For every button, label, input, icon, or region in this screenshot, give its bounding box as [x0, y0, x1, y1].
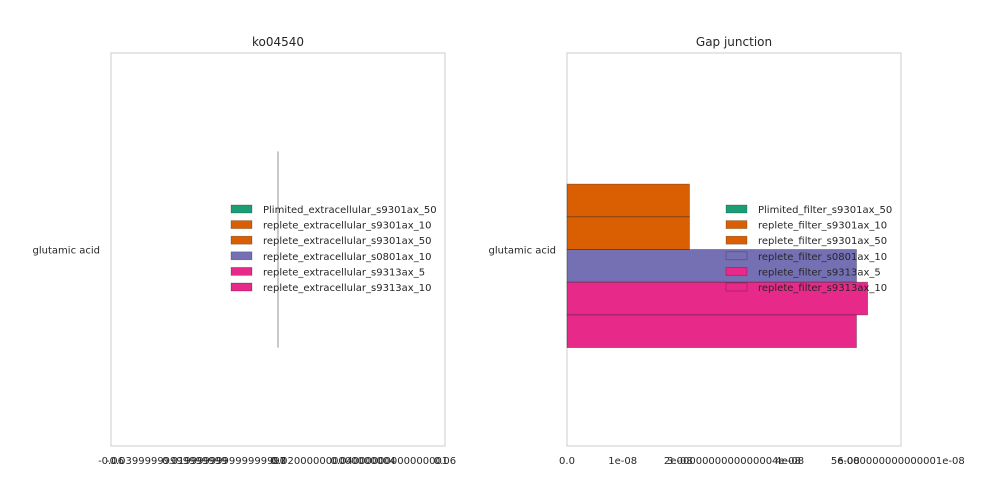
legend-swatch [725, 282, 748, 292]
legend-swatch [725, 235, 748, 245]
x-tick-label: 0.0 [270, 456, 286, 467]
legend-label: Plimited_filter_s9301ax_50 [758, 205, 892, 216]
legend-swatch [230, 251, 253, 261]
legend-label: replete_extracellular_s9301ax_50 [263, 236, 431, 247]
legend-label: replete_filter_s9301ax_50 [758, 236, 887, 247]
legend-label: replete_extracellular_s9313ax_10 [263, 283, 431, 294]
bar-4 [566, 249, 857, 283]
legend-swatch [725, 220, 748, 229]
category-label: glutamic acid [33, 246, 100, 257]
legend-label: Plimited_extracellular_s9301ax_50 [263, 205, 437, 216]
legend-label: replete_filter_s9313ax_5 [758, 267, 881, 278]
bar-2 [566, 183, 690, 218]
category-label: glutamic acid [489, 246, 556, 257]
x-tick-label: 4e-08 [775, 456, 804, 467]
x-tick-label: 0.06 [434, 456, 456, 467]
chart-panel-1: ko04540 glutamic acid -0.06-0.039999999999… [33, 35, 457, 467]
x-tick-label: -0.03999999999999999 [106, 456, 227, 467]
x-tick-label: -0.019999999999999997 [158, 456, 286, 467]
chart-panel-2: Gap junction glutamic acid 0.0 1e-08 2e-083.… [489, 35, 965, 467]
x-tick-label: 2e-08 [664, 456, 693, 467]
legend-label: replete_extracellular_s9313ax_5 [263, 267, 425, 278]
x-tick-label: 1e-08 [608, 456, 637, 467]
legend-label: replete_filter_s9313ax_10 [758, 283, 887, 294]
bar-6 [566, 314, 857, 348]
legend-label: replete_extracellular_s9301ax_10 [263, 221, 431, 232]
x-tick-label: 0.020000000000000004 [272, 456, 396, 467]
legend-label: replete_filter_s0801ax_10 [758, 252, 887, 263]
chart-title: ko04540 [252, 35, 304, 49]
legend-swatch [230, 235, 253, 245]
x-tick-label: -0.06 [98, 456, 124, 467]
legend-swatch [725, 251, 748, 261]
legend-label: replete_filter_s9301ax_10 [758, 221, 887, 232]
legend-swatch [230, 204, 253, 214]
x-tick-label: 0.0 [559, 456, 575, 467]
chart-title: Gap junction [696, 35, 772, 49]
bar-3 [566, 216, 690, 250]
x-tick-label: 6.000000000000001e-08 [837, 456, 964, 467]
x-tick-label: 5e-08 [831, 456, 860, 467]
legend-swatch [230, 267, 253, 276]
x-tick-label: 0.04000000000000001 [330, 456, 448, 467]
legend-label: replete_extracellular_s0801ax_10 [263, 252, 431, 263]
legend-swatch [230, 282, 253, 292]
legend-swatch [725, 267, 748, 276]
legend-swatch [230, 220, 253, 229]
bar-5 [566, 281, 869, 316]
x-tick-label: 3.0000000000000004e-08 [667, 456, 801, 467]
legend-swatch [725, 204, 748, 214]
